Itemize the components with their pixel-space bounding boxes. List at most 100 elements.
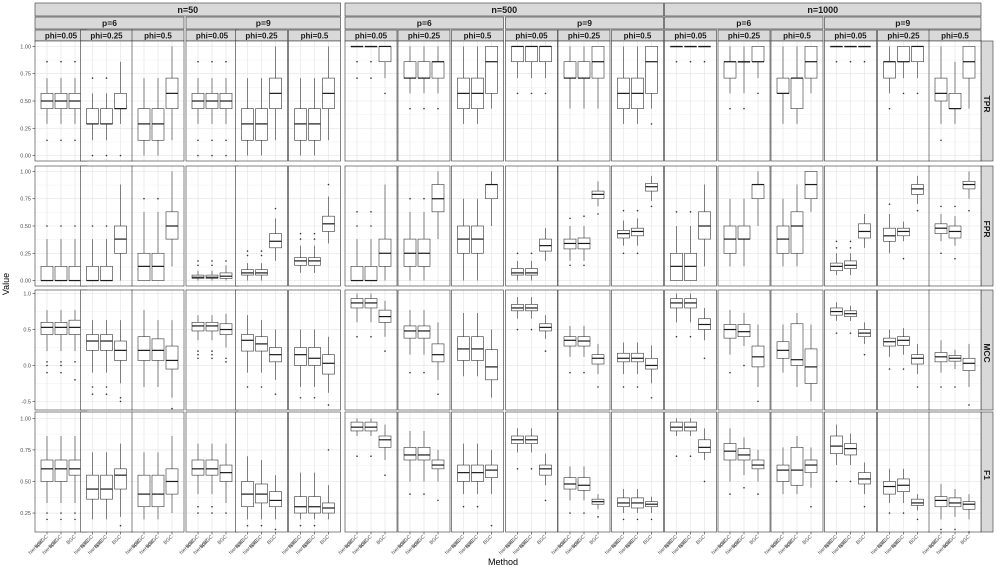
x-tick-label: BGC	[855, 534, 867, 546]
strip-phi-label: phi=0.5	[301, 32, 329, 41]
box-outlier	[703, 60, 706, 63]
box-outlier	[211, 60, 213, 63]
box-outlier	[888, 512, 891, 514]
panel-border	[557, 40, 611, 162]
box-iqr	[790, 211, 804, 254]
y-tick-label: 0.00	[20, 279, 31, 285]
box-iqr	[403, 61, 417, 79]
y-tick-label: 1.00	[20, 169, 31, 175]
box-outlier	[246, 524, 249, 527]
box-iqr	[948, 497, 962, 508]
box-iqr	[457, 464, 470, 482]
panel-border	[611, 165, 664, 287]
box-outlier	[729, 493, 731, 495]
strip-p-label: p=9	[895, 18, 910, 28]
y-axis-title: Value	[1, 273, 11, 295]
box-outlier	[197, 353, 199, 356]
box-outlier	[313, 232, 316, 235]
box-outlier	[370, 225, 372, 227]
box-outlier	[968, 209, 970, 212]
box-outlier	[356, 77, 358, 79]
panel-border	[664, 289, 717, 411]
strip-n-label: n=500	[491, 5, 517, 15]
box-iqr	[308, 347, 321, 366]
box-iqr	[591, 354, 605, 365]
box-iqr	[191, 459, 205, 476]
box-outlier	[370, 60, 372, 63]
box-outlier	[689, 211, 692, 213]
box-iqr	[54, 266, 68, 281]
box-outlier	[849, 247, 852, 249]
strip-phi-label: phi=0.05	[515, 32, 548, 41]
box-outlier	[46, 518, 48, 521]
y-tick-label: 0.50	[20, 479, 31, 485]
box-outlier	[954, 528, 956, 531]
box-iqr	[431, 343, 445, 363]
box-outlier	[370, 77, 372, 79]
box-outlier	[622, 252, 625, 255]
panel-border	[344, 40, 398, 162]
box-outlier	[530, 252, 533, 255]
panel-border	[451, 165, 504, 287]
box-outlier	[675, 211, 678, 213]
box-iqr	[737, 324, 751, 338]
box-iqr	[617, 352, 630, 363]
box-iqr	[563, 477, 577, 490]
box-outlier	[119, 154, 122, 157]
box-outlier	[74, 361, 76, 363]
x-tick-label: BGC	[111, 534, 123, 546]
box-outlier	[119, 400, 122, 403]
box-outlier	[46, 512, 48, 514]
box-outlier	[197, 260, 199, 262]
box-outlier	[650, 205, 653, 208]
box-outlier	[46, 364, 48, 367]
box-iqr	[100, 334, 113, 351]
box-outlier	[650, 396, 653, 399]
box-outlier	[327, 183, 330, 186]
box-outlier	[225, 260, 227, 262]
box-outlier	[835, 247, 838, 249]
box-outlier	[74, 225, 76, 227]
box-outlier	[211, 154, 213, 157]
box-outlier	[810, 505, 812, 508]
box-iqr	[205, 459, 219, 476]
box-outlier	[225, 512, 227, 514]
panel-border	[288, 289, 341, 411]
box-outlier	[46, 225, 48, 227]
x-tick-label: BGC	[960, 534, 972, 546]
y-tick-label: 0.50	[20, 99, 31, 105]
box-iqr	[511, 46, 524, 63]
panel-border	[344, 289, 398, 411]
box-outlier	[313, 238, 316, 240]
box-iqr	[151, 338, 165, 361]
box-outlier	[636, 252, 639, 255]
box-outlier	[197, 505, 199, 508]
box-outlier	[60, 60, 62, 63]
box-outlier	[225, 60, 227, 63]
box-outlier	[516, 252, 519, 255]
box-outlier	[622, 386, 625, 388]
panel-border	[928, 40, 982, 162]
box-outlier	[60, 361, 62, 363]
box-iqr	[790, 323, 804, 366]
box-iqr	[751, 184, 765, 200]
box-outlier	[119, 396, 122, 399]
box-outlier	[171, 407, 173, 410]
box-outlier	[105, 393, 108, 395]
box-outlier	[940, 252, 942, 255]
box-outlier	[197, 264, 199, 267]
panel-border	[611, 289, 664, 411]
strip-p-label: p=6	[417, 18, 432, 28]
box-outlier	[197, 60, 199, 63]
box-iqr	[485, 349, 498, 381]
box-outlier	[743, 107, 745, 110]
box-outlier	[675, 335, 678, 338]
box-outlier	[423, 371, 425, 374]
panel-border	[451, 40, 504, 162]
strip-phi-label: phi=0.05	[196, 32, 229, 41]
box-iqr	[364, 421, 378, 432]
strip-p-bg	[664, 16, 824, 30]
box-outlier	[544, 92, 547, 95]
box-iqr	[114, 93, 127, 109]
